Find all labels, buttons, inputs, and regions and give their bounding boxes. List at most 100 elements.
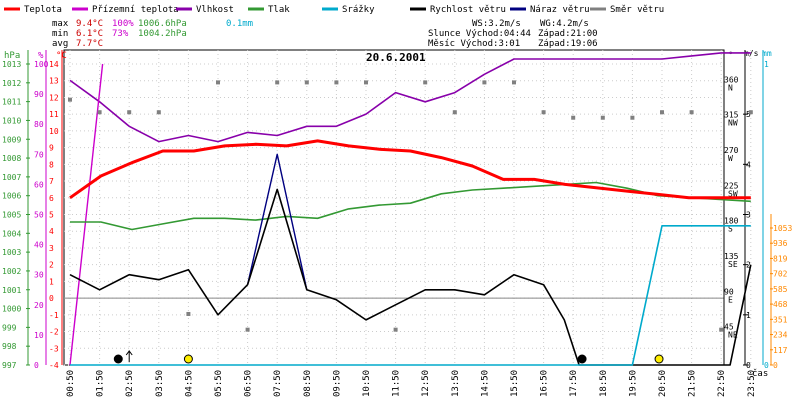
wind-direction-point (600, 115, 605, 120)
wind-direction-point (127, 110, 132, 115)
series-ground-temperature (69, 63, 104, 366)
temp-axis-label: °C (56, 51, 67, 61)
temp-tick: 6 (49, 194, 54, 203)
rain-axis-label: mm (762, 49, 772, 58)
wind-tick: 0 (746, 361, 751, 370)
rain-tick: 0 (764, 361, 769, 370)
info-wg: WG:4.2m/s (540, 19, 589, 29)
humidity-axis-label: % (38, 51, 44, 61)
temp-tick: 7 (49, 177, 54, 186)
rain-tick: 1 (764, 60, 769, 69)
humidity-tick: 0 (34, 361, 39, 370)
solar-tick: 702 (773, 270, 788, 279)
wind-direction-point (68, 97, 72, 102)
x-tick-label: 14:50 (480, 370, 490, 397)
pressure-tick: 1012 (2, 79, 21, 88)
pressure-tick: 1007 (2, 173, 21, 182)
x-tick-label: 02:50 (125, 370, 135, 397)
series-wind-speed (69, 188, 752, 366)
x-tick-label: 22:50 (717, 370, 727, 397)
direction-name: SW (728, 189, 738, 198)
direction-name: NW (728, 119, 738, 128)
wind-direction-point (571, 115, 576, 120)
info-moon-set: Západ:19:06 (538, 39, 598, 49)
temp-tick: 3 (49, 244, 54, 253)
pressure-tick: 999 (2, 323, 17, 332)
wind-tick: 3 (746, 211, 751, 220)
humidity-tick: 10 (34, 331, 44, 340)
x-tick-label: 12:50 (421, 370, 431, 397)
x-tick-label: 18:50 (599, 370, 609, 397)
direction-name: E (728, 295, 733, 304)
x-tick-label: 01:50 (96, 370, 106, 397)
wind-direction-point (423, 80, 428, 85)
info-moon: Měsíc Východ:3:01 (428, 39, 520, 49)
x-tick-label: 06:50 (244, 370, 254, 397)
wind-direction-point (719, 327, 724, 332)
x-tick-label: 20:50 (658, 370, 668, 397)
stat-label: max (52, 19, 69, 29)
wind-direction-point (304, 80, 309, 85)
x-tick-label: 11:50 (392, 370, 402, 397)
pressure-tick: 1004 (2, 229, 21, 238)
x-tick-label: 16:50 (540, 370, 550, 397)
temp-tick: 14 (49, 60, 59, 69)
temp-tick: 10 (49, 127, 59, 136)
wind-direction-point (630, 115, 635, 120)
solar-tick: 819 (773, 254, 788, 263)
humidity-tick: 90 (34, 90, 44, 99)
pressure-tick: 1003 (2, 248, 21, 257)
wind-tick: 4 (746, 160, 751, 169)
pressure-tick: 1002 (2, 267, 21, 276)
wind-direction-point (275, 80, 280, 85)
wind-direction-point (97, 110, 102, 115)
pressure-tick: 1000 (2, 305, 21, 314)
pressure-tick: 1006 (2, 192, 21, 201)
event-marker (183, 354, 193, 364)
temp-tick: -3 (49, 344, 59, 353)
pressure-tick: 1013 (2, 60, 21, 69)
event-marker (654, 354, 664, 364)
arrow-marker (125, 350, 133, 362)
pressure-tick: 1010 (2, 116, 21, 125)
wind-direction-point (512, 80, 516, 85)
humidity-tick: 80 (34, 120, 44, 129)
temp-tick: 0 (49, 294, 54, 303)
wind-direction-point (452, 110, 457, 115)
series-humidity (69, 52, 751, 143)
wind-direction-point (216, 80, 220, 85)
grid (64, 50, 752, 366)
stat-temp: 6.1°C (76, 29, 103, 39)
stat-temp: 7.7°C (76, 39, 103, 49)
wind-direction-point (748, 110, 753, 115)
x-tick-label: 10:50 (362, 370, 372, 397)
pressure-tick: 1008 (2, 154, 21, 163)
direction-tick: 135 (724, 252, 739, 261)
temp-tick: -1 (49, 311, 59, 320)
stat-label: min (52, 29, 68, 39)
legend: Teplota Přízemní teplota Vlhkost Tlak Srážky… (4, 5, 664, 64)
pressure-tick: 998 (2, 342, 17, 351)
x-tick-label: 17:50 (569, 370, 579, 397)
x-tick-label: 19:50 (628, 370, 638, 397)
series-rain (70, 225, 751, 366)
event-marker (577, 354, 587, 364)
direction-tick: 360 (724, 75, 739, 84)
pressure-tick: 1009 (2, 135, 21, 144)
direction-name: SE (728, 260, 738, 269)
series-pressure (70, 181, 751, 231)
stat-press: 1006.6hPa (138, 19, 187, 29)
info-ws: WS:3.2m/s (472, 19, 521, 29)
solar-tick: 234 (773, 331, 788, 340)
stat-hum: 100% (112, 19, 134, 29)
x-tick-label: 07:50 (273, 370, 283, 397)
temp-tick: 12 (49, 93, 59, 102)
legend-item: Tlak (268, 5, 290, 15)
solar-tick: 1053 (773, 224, 792, 233)
legend-item: Rychlost větru (430, 5, 506, 15)
humidity-tick: 70 (34, 150, 44, 159)
solar-tick: 936 (773, 239, 788, 248)
markers-group (113, 350, 664, 364)
temp-tick: 9 (49, 144, 54, 153)
